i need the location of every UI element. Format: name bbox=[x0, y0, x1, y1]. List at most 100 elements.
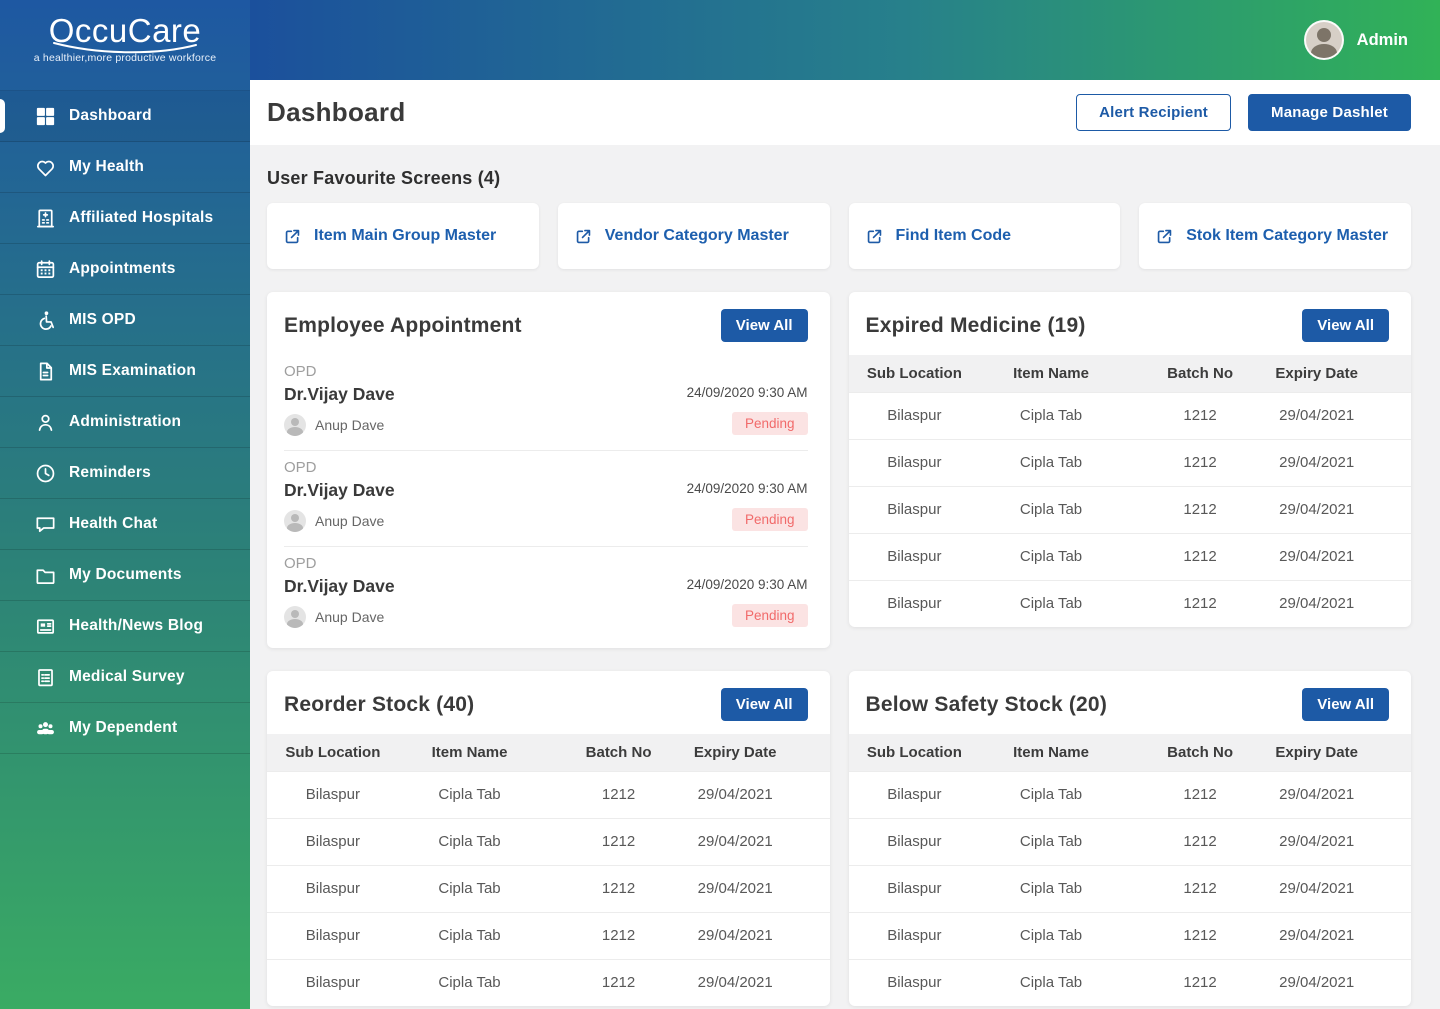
table-row: Bilaspur Cipla Tab 1212 29/04/2021 bbox=[848, 958, 1411, 1006]
favourite-card-find-item-code[interactable]: Find Item Code bbox=[848, 203, 1121, 269]
table-row: Bilaspur Cipla Tab 1212 29/04/2021 bbox=[267, 817, 830, 865]
status-badge: Pending bbox=[731, 508, 808, 531]
reorder-stock-slot: Reorder Stock (40) View All Sub Location It… bbox=[267, 671, 830, 1006]
table-cell: 29/04/2021 bbox=[1270, 817, 1411, 865]
sidebar-item-label: MIS Examination bbox=[69, 362, 197, 379]
brand-tagline: a healthier,more productive workforce bbox=[33, 52, 217, 64]
patient-avatar-icon bbox=[284, 606, 306, 628]
table-row: Bilaspur Cipla Tab 1212 29/04/2021 bbox=[848, 485, 1411, 533]
table-header-row: Sub Location Item Name Batch No Expiry Date bbox=[848, 734, 1411, 771]
column-header-batch-no: Batch No bbox=[1129, 355, 1271, 392]
stock-table: Sub Location Item Name Batch No Expiry Date… bbox=[267, 734, 830, 1006]
heart-icon bbox=[34, 156, 57, 179]
appointment-type: OPD bbox=[284, 555, 317, 572]
table-cell: 1212 bbox=[1129, 817, 1271, 865]
table-row: Bilaspur Cipla Tab 1212 29/04/2021 bbox=[848, 438, 1411, 486]
table-row: Bilaspur Cipla Tab 1212 29/04/2021 bbox=[267, 911, 830, 959]
table-card-title: Below Safety Stock (20) bbox=[865, 692, 1108, 716]
favourites-grid: Item Main Group Master Vendor Category Ma… bbox=[267, 203, 1411, 269]
column-header-item-name: Item Name bbox=[390, 734, 549, 771]
table-cell: Cipla Tab bbox=[390, 864, 549, 912]
sidebar-item-label: Appointments bbox=[69, 260, 176, 277]
column-header-sub-location: Sub Location bbox=[267, 734, 391, 771]
view-all-button[interactable]: View All bbox=[1302, 688, 1389, 721]
table-cell: Bilaspur bbox=[848, 958, 973, 1006]
table-cell: Bilaspur bbox=[848, 770, 973, 818]
sidebar-item-label: Administration bbox=[69, 413, 182, 430]
manage-dashlet-button[interactable]: Manage Dashlet bbox=[1248, 94, 1411, 131]
sidebar-item-health-chat[interactable]: Health Chat bbox=[0, 499, 250, 550]
table-cell: Bilaspur bbox=[267, 958, 391, 1006]
view-all-button[interactable]: View All bbox=[720, 688, 808, 721]
admin-avatar[interactable] bbox=[1303, 20, 1344, 60]
employee-appointment-card: Employee Appointment View All OPD Dr.Vija… bbox=[267, 292, 830, 648]
external-link-icon bbox=[283, 227, 302, 246]
table-cell: 1212 bbox=[1129, 438, 1271, 486]
clock-icon bbox=[34, 462, 57, 485]
external-link-icon bbox=[865, 227, 884, 246]
table-row: Bilaspur Cipla Tab 1212 29/04/2021 bbox=[848, 391, 1411, 439]
sidebar-item-reminders[interactable]: Reminders bbox=[0, 448, 250, 499]
sidebar-item-health-news-blog[interactable]: Health/News Blog bbox=[0, 601, 250, 652]
table-header-row: Sub Location Item Name Batch No Expiry Date bbox=[267, 734, 830, 771]
sidebar-item-mis-opd[interactable]: MIS OPD bbox=[0, 295, 250, 346]
column-header-sub-location: Sub Location bbox=[848, 734, 973, 771]
appointment-entry-right: 24/09/2020 9:30 AM Pending bbox=[687, 555, 808, 628]
chat-icon bbox=[34, 513, 57, 536]
sidebar-item-label: Dashboard bbox=[69, 107, 152, 124]
sidebar-item-my-health[interactable]: My Health bbox=[0, 142, 250, 193]
column-header-expiry-date: Expiry Date bbox=[1270, 355, 1411, 392]
table-cell: Cipla Tab bbox=[390, 770, 549, 818]
table-row: Bilaspur Cipla Tab 1212 29/04/2021 bbox=[848, 864, 1411, 912]
view-all-button[interactable]: View All bbox=[1302, 309, 1389, 342]
table-cell: Cipla Tab bbox=[972, 864, 1130, 912]
table-row: Bilaspur Cipla Tab 1212 29/04/2021 bbox=[267, 958, 830, 1006]
table-card-title: Reorder Stock (40) bbox=[284, 692, 475, 716]
table-cell: 1212 bbox=[1129, 770, 1271, 818]
sidebar-item-label: Health Chat bbox=[69, 515, 158, 532]
table-cell: 1212 bbox=[548, 958, 689, 1006]
active-indicator bbox=[0, 99, 5, 133]
sidebar-item-appointments[interactable]: Appointments bbox=[0, 244, 250, 295]
appointment-type: OPD bbox=[284, 459, 317, 476]
sidebar-item-dashboard[interactable]: Dashboard bbox=[0, 91, 250, 142]
table-cell: 1212 bbox=[1129, 485, 1271, 533]
sidebar-item-my-documents[interactable]: My Documents bbox=[0, 550, 250, 601]
dashlet-grid: Employee Appointment View All OPD Dr.Vija… bbox=[267, 292, 1411, 1006]
table-cell: Bilaspur bbox=[848, 485, 973, 533]
favourites-title: User Favourite Screens (4) bbox=[267, 168, 501, 188]
alert-recipient-button[interactable]: Alert Recipient bbox=[1076, 94, 1231, 131]
table-cell: 29/04/2021 bbox=[1270, 579, 1411, 627]
sidebar: OccuCare a healthier,more productive wor… bbox=[0, 0, 250, 1009]
favourite-card-item-main-group-master[interactable]: Item Main Group Master bbox=[267, 203, 539, 269]
table-cell: Cipla Tab bbox=[972, 579, 1130, 627]
favourite-card-vendor-category-master[interactable]: Vendor Category Master bbox=[557, 203, 830, 269]
logo-swoosh-icon bbox=[53, 42, 197, 54]
sidebar-item-label: MIS OPD bbox=[69, 311, 136, 328]
appointment-doctor: Dr.Vijay Dave bbox=[284, 384, 395, 404]
sidebar-item-mis-examination[interactable]: MIS Examination bbox=[0, 346, 250, 397]
folder-icon bbox=[34, 564, 57, 587]
admin-label: Admin bbox=[1356, 30, 1408, 49]
brand-logo: OccuCare a healthier,more productive wor… bbox=[0, 0, 250, 90]
stock-table: Sub Location Item Name Batch No Expiry Date… bbox=[848, 355, 1411, 627]
view-all-button[interactable]: View All bbox=[720, 309, 808, 342]
patient-avatar-icon bbox=[284, 414, 306, 436]
external-link-icon bbox=[574, 227, 593, 246]
favourite-card-label: Item Main Group Master bbox=[314, 227, 497, 244]
favourite-card-stok-item-category-master[interactable]: Stok Item Category Master bbox=[1139, 203, 1411, 269]
table-cell: Cipla Tab bbox=[390, 817, 549, 865]
favourite-card-label: Stok Item Category Master bbox=[1186, 227, 1389, 244]
below-safety-stock-20-card: Below Safety Stock (20) View All Sub Locat… bbox=[848, 671, 1411, 1006]
table-cell: Cipla Tab bbox=[972, 958, 1130, 1006]
sidebar-item-my-dependent[interactable]: My Dependent bbox=[0, 703, 250, 754]
sidebar-item-affiliated-hospitals[interactable]: Affiliated Hospitals bbox=[0, 193, 250, 244]
table-cell: Bilaspur bbox=[848, 864, 973, 912]
table-cell: 29/04/2021 bbox=[1270, 958, 1411, 1006]
sidebar-item-medical-survey[interactable]: Medical Survey bbox=[0, 652, 250, 703]
table-cell: 1212 bbox=[548, 911, 689, 959]
table-row: Bilaspur Cipla Tab 1212 29/04/2021 bbox=[267, 864, 830, 912]
column-header-batch-no: Batch No bbox=[1129, 734, 1271, 771]
reorder-stock-40-card: Reorder Stock (40) View All Sub Location It… bbox=[267, 671, 830, 1006]
sidebar-item-administration[interactable]: Administration bbox=[0, 397, 250, 448]
